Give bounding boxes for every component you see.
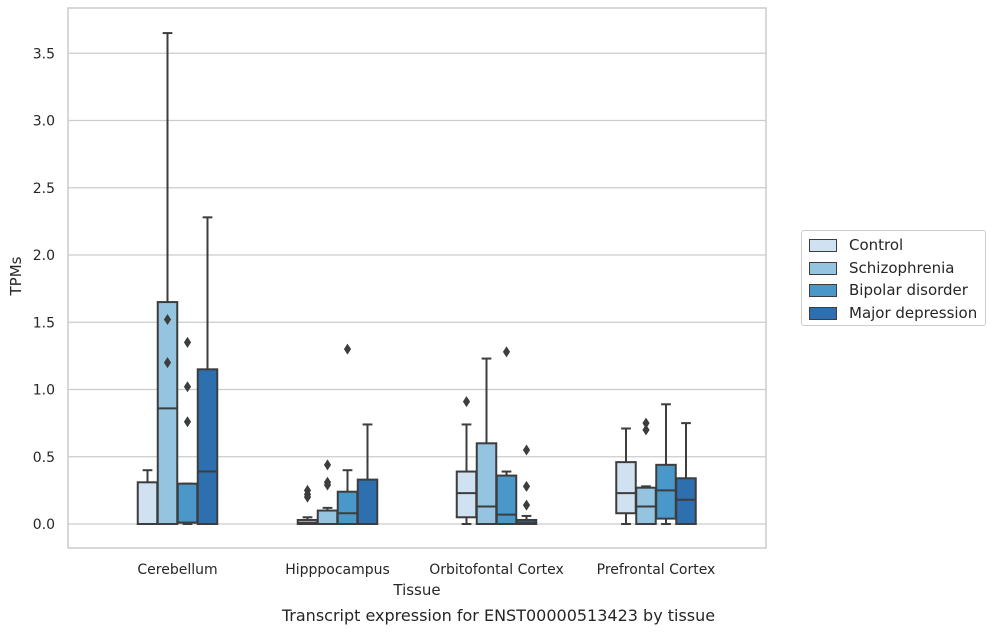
outlier-point [183,381,192,393]
box-body [675,477,697,525]
box-control-hipppocampus [296,484,319,526]
outlier-point [522,480,531,492]
box-body [316,509,339,525]
outlier-point [343,343,352,355]
outlier-point [183,416,192,428]
series-bipolar-disorder [176,336,677,525]
legend: Control Schizophrenia Bipolar disorder M… [801,230,986,326]
y-tick-labels: 0.0 0.5 1.0 1.5 2.0 2.5 3.0 3.5 [33,46,55,533]
box-major-depression-cerebellum [196,216,219,526]
legend-label-schizophrenia: Schizophrenia [849,259,955,277]
outlier-point [163,314,172,326]
box-bipolar-disorder-prefrontal-cortex [655,403,677,525]
x-axis-label: Tissue [392,581,440,599]
legend-swatch-major-depression [809,306,837,320]
y-tick-label: 3.0 [33,114,55,130]
legend-label-control: Control [849,236,904,254]
y-axis-label: TPMs [7,256,25,296]
outlier-point [642,417,650,429]
box-control-prefrontal-cortex [615,427,637,525]
box-control-orbitofontal-cortex [455,396,478,525]
x-tick-label: Cerebellum [137,562,217,578]
legend-item-bipolar-disorder: Bipolar disorder [809,280,968,300]
outlier-point [323,459,332,471]
y-tick-label: 2.5 [33,181,55,197]
box-body [336,490,359,525]
plot-frame [67,7,767,549]
legend-swatch-schizophrenia [809,261,837,275]
series-schizophrenia [156,32,657,526]
box-body [136,481,159,525]
box-control-cerebellum [136,469,159,525]
box-body [196,368,219,526]
legend-item-major-depression: Major depression [809,303,977,323]
box-body [495,474,518,525]
y-tick-label: 1.5 [33,315,55,331]
series-control [136,396,637,526]
legend-label-major-depression: Major depression [849,304,978,322]
box-body [475,442,498,525]
box-schizophrenia-prefrontal-cortex [635,417,657,525]
series-major-depression [196,216,697,526]
box-bipolar-disorder-hipppocampus [336,343,359,525]
box-series [136,32,697,526]
legend-swatch-control [809,238,837,252]
box-body [356,478,379,525]
box-schizophrenia-hipppocampus [316,459,339,525]
box-major-depression-orbitofontal-cortex [515,444,538,526]
legend-label-bipolar-disorder: Bipolar disorder [849,281,968,299]
box-schizophrenia-orbitofontal-cortex [475,357,498,525]
outlier-point [303,484,312,496]
outlier-point [522,499,531,511]
x-tick-label: Prefrontal Cortex [597,562,716,578]
legend-item-control: Control [809,235,903,255]
y-tick-label: 0.5 [33,450,55,466]
gridlines [68,52,766,525]
legend-swatch-bipolar-disorder [809,283,837,297]
box-schizophrenia-cerebellum [156,32,179,526]
outlier-point [323,476,332,488]
legend-item-schizophrenia: Schizophrenia [809,258,954,278]
y-tick-label: 1.0 [33,383,55,399]
y-tick-label: 3.5 [33,46,55,62]
x-tick-label: Hipppocampus [285,562,390,578]
y-tick-label: 2.0 [33,248,55,264]
outlier-point [462,396,471,408]
box-body [655,463,677,520]
x-tick-label: Orbitofontal Cortex [429,562,564,578]
outlier-point [183,336,192,348]
box-body [455,470,478,519]
outlier-point [642,424,650,436]
box-body [615,461,637,515]
box-body [176,482,199,524]
outlier-point [522,444,531,456]
box-major-depression-hipppocampus [356,423,379,525]
box-bipolar-disorder-orbitofontal-cortex [495,346,518,525]
outlier-point [163,357,172,369]
y-tick-label: 0.0 [33,517,55,533]
box-body [156,301,179,526]
x-tick-labels: Cerebellum Hipppocampus Orbitofontal Corte… [137,562,715,578]
chart-caption: Transcript expression for ENST0000051342… [281,606,716,625]
box-major-depression-prefrontal-cortex [675,422,697,525]
box-bipolar-disorder-cerebellum [176,336,199,525]
outlier-point [502,346,511,358]
